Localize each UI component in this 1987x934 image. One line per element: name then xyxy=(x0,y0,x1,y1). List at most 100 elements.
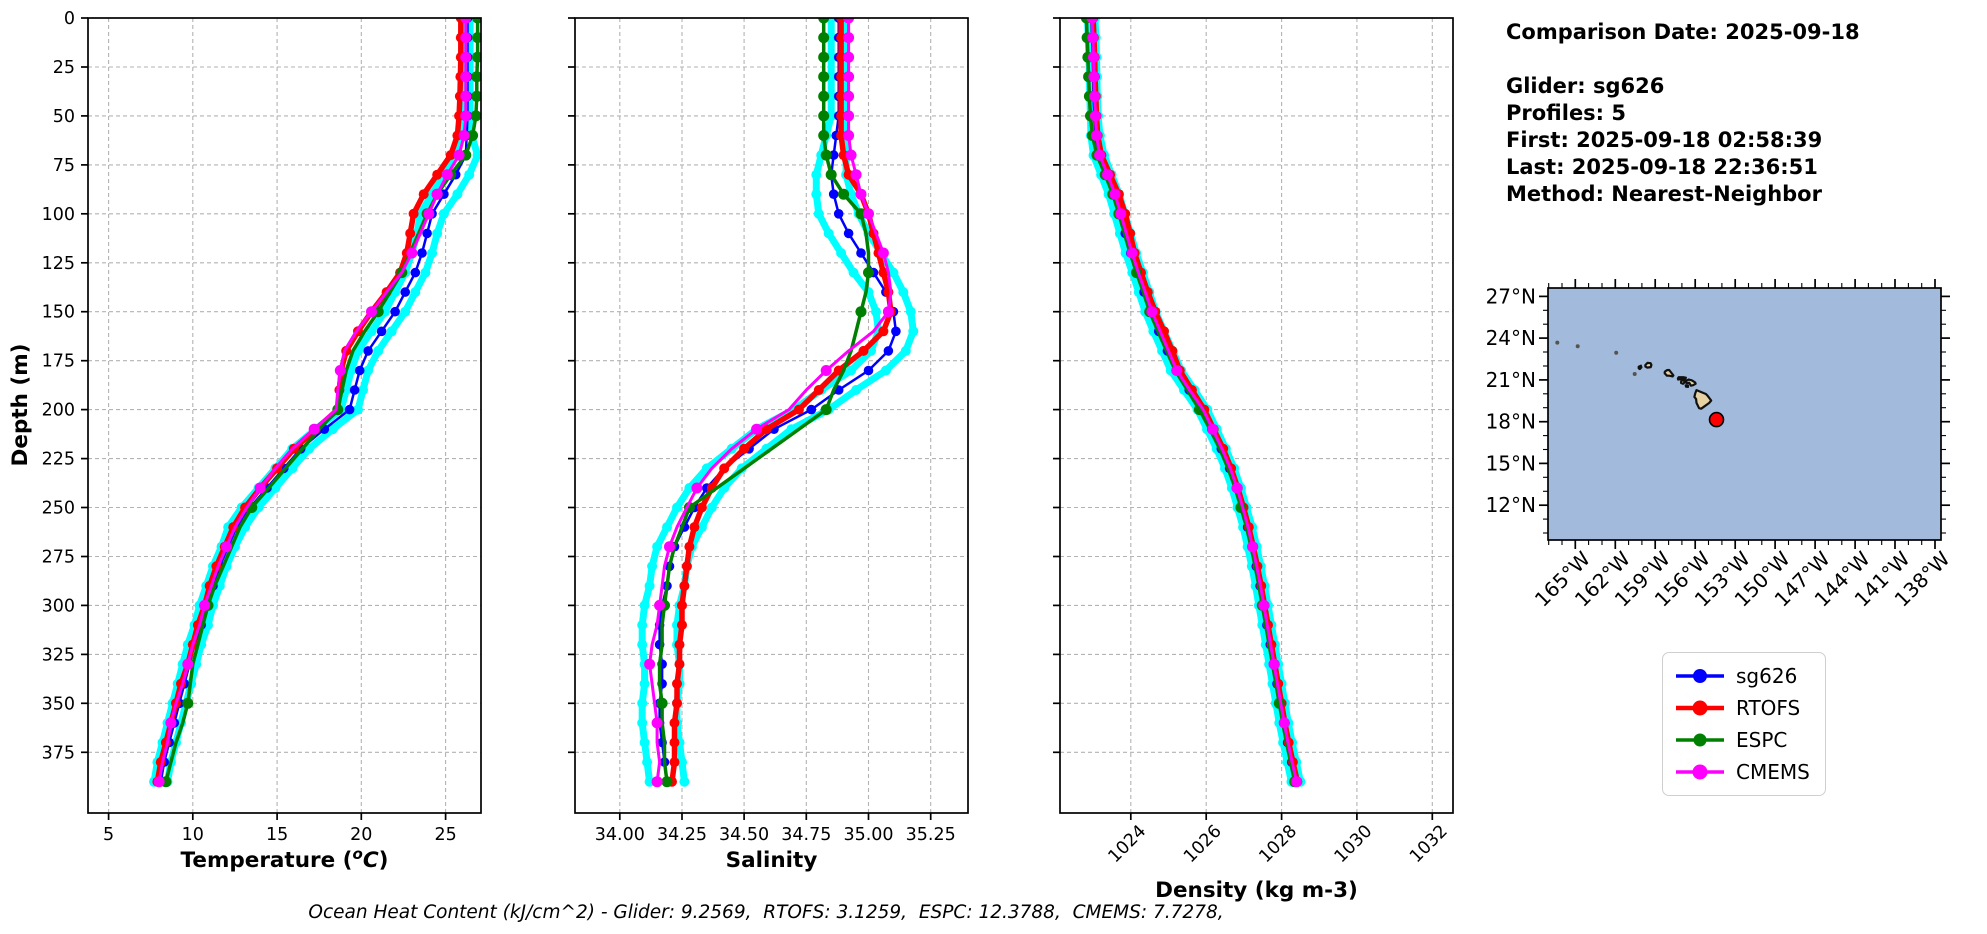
island-polygon xyxy=(1637,364,1643,371)
envelope-dot xyxy=(637,639,648,650)
RTOFS-marker xyxy=(696,502,707,513)
CMEMS-marker xyxy=(654,599,666,611)
envelope-dot xyxy=(373,345,384,356)
salinity-panel: 34.00 34.25 34.50 34.75 35.00 35.25 Salinity xyxy=(568,17,969,873)
cmems-legend-sample-icon xyxy=(1676,764,1724,780)
envelope-dot xyxy=(464,169,475,180)
CMEMS-marker xyxy=(460,110,472,122)
envelope-dot xyxy=(848,267,859,278)
envelope-dot xyxy=(203,620,213,630)
legend-label: ESPC xyxy=(1736,728,1788,752)
envelope-dot xyxy=(363,365,374,376)
RTOFS-marker xyxy=(719,463,730,474)
RTOFS-marker xyxy=(674,639,685,650)
glider-info-line: First: 2025-09-18 02:58:39 xyxy=(1506,128,1823,152)
legend: sg626 RTOFS ESPC CMEMS xyxy=(1662,652,1826,796)
envelope-dot xyxy=(637,717,648,728)
envelope-dot xyxy=(908,326,919,337)
envelope-dot xyxy=(639,737,650,748)
CMEMS-marker xyxy=(850,169,862,181)
envelope-dot xyxy=(905,306,916,317)
info-panel: Comparison Date: 2025-09-18 Glider: sg62… xyxy=(1506,19,1860,208)
density-grid xyxy=(1060,17,1453,813)
series-ESPC xyxy=(160,18,481,788)
RTOFS-marker xyxy=(689,522,700,533)
map-ticks xyxy=(1539,279,1950,549)
envelope-dot xyxy=(427,248,438,258)
envelope-dot xyxy=(826,110,837,121)
CMEMS-marker xyxy=(1268,658,1280,670)
ESPC-marker xyxy=(818,71,830,83)
ESPC-marker xyxy=(472,32,481,44)
envelope-dot xyxy=(888,267,899,278)
CMEMS-marker xyxy=(431,188,443,200)
envelope-dot xyxy=(644,776,655,787)
ESPC-line xyxy=(164,18,480,784)
ESPC-marker xyxy=(820,149,832,161)
CMEMS-marker xyxy=(843,32,855,44)
RTOFS-marker xyxy=(679,580,690,591)
RTOFS-marker xyxy=(836,71,847,82)
envelope-dot xyxy=(432,228,443,239)
map-lat-label: 27°N xyxy=(1486,284,1536,308)
CMEMS-marker xyxy=(165,717,177,729)
CMEMS-marker xyxy=(254,482,266,494)
temperature-axis-label: Temperature (o​C) xyxy=(181,845,389,873)
CMEMS-marker xyxy=(1094,149,1106,161)
CMEMS-marker xyxy=(460,51,472,63)
envelope-dot xyxy=(353,404,363,415)
CMEMS-marker xyxy=(153,776,165,788)
legend-label: CMEMS xyxy=(1736,760,1810,784)
RTOFS-marker xyxy=(836,130,847,141)
x-tick-label: 35.25 xyxy=(906,825,956,845)
envelope-dot xyxy=(836,248,847,258)
CMEMS-marker xyxy=(366,306,377,318)
envelope-dot xyxy=(811,189,822,200)
legend-marker xyxy=(1692,700,1708,716)
envelope-dot xyxy=(880,365,891,376)
series-CMEMS xyxy=(644,18,894,788)
envelope-dot xyxy=(672,502,682,513)
CMEMS-marker xyxy=(1087,32,1099,44)
CMEMS-marker xyxy=(855,188,867,200)
sg626-marker xyxy=(344,404,355,415)
sg626-marker xyxy=(390,306,400,317)
CMEMS-marker xyxy=(1088,71,1100,83)
RTOFS-marker xyxy=(843,169,854,180)
envelope-dot xyxy=(637,620,648,630)
envelope-dot xyxy=(871,306,881,317)
CMEMS-marker xyxy=(182,658,194,670)
CMEMS-marker xyxy=(843,90,855,102)
density-ticks xyxy=(1053,17,1434,820)
sg626-marker xyxy=(410,267,421,278)
RTOFS-marker xyxy=(836,110,847,121)
RTOFS-line xyxy=(669,18,894,785)
RTOFS-marker xyxy=(669,757,680,768)
ESPC-marker xyxy=(472,51,481,63)
series-CMEMS xyxy=(153,18,472,788)
ESPC-marker xyxy=(825,169,837,181)
ESPC-line xyxy=(657,18,871,784)
sg626-marker xyxy=(828,150,839,160)
series-sg626 xyxy=(654,18,901,787)
temperature-frame xyxy=(87,17,482,814)
temperature-grid xyxy=(88,17,481,813)
RTOFS-marker xyxy=(445,150,456,161)
glider-info: Glider: sg626 Profiles: 5 First: 2025-09-1… xyxy=(1506,73,1860,208)
salinity-grid xyxy=(575,17,968,813)
CMEMS-marker xyxy=(441,169,453,181)
y-tick-label: 300 xyxy=(42,596,75,616)
ESPC-marker xyxy=(818,32,830,44)
envelope-dot xyxy=(644,580,655,591)
CMEMS-marker xyxy=(1231,482,1243,494)
x-tick-label: 1026 xyxy=(1180,821,1226,867)
series-RTOFS xyxy=(152,18,466,787)
CMEMS-marker xyxy=(1089,90,1101,102)
RTOFS-marker xyxy=(405,228,416,239)
envelope-dot xyxy=(706,502,717,513)
islet-dot xyxy=(1555,340,1560,345)
envelope-dot xyxy=(696,522,707,533)
CMEMS-marker xyxy=(1126,247,1138,259)
CMEMS-marker xyxy=(751,423,763,435)
glider-info-line: Profiles: 5 xyxy=(1506,101,1627,125)
